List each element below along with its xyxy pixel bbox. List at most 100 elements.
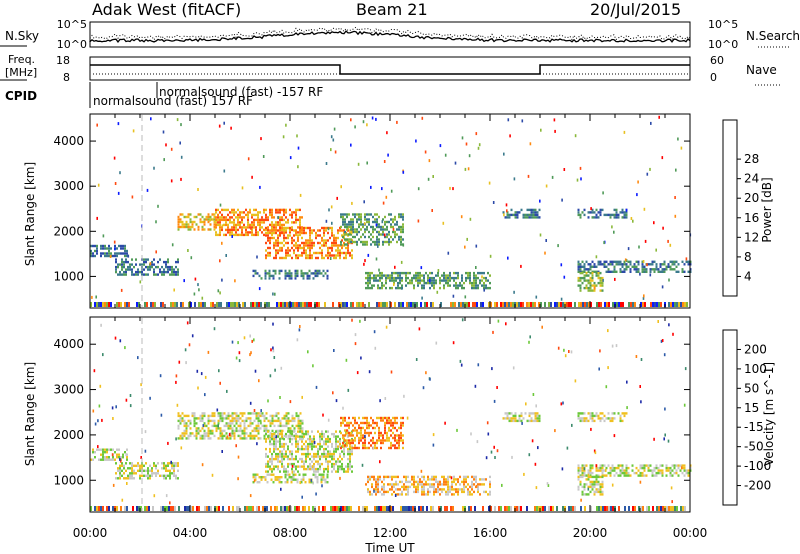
echo-cell [327,430,329,433]
echo-cell [475,286,477,290]
y-tick-label: 1000 [53,473,84,487]
echo-cell [356,371,359,375]
echo-cell [96,244,98,248]
echo-cell [680,466,683,470]
echo-cell [417,488,419,491]
echo-cell [281,218,283,222]
echo-cell [288,269,291,273]
echo-cell [417,274,419,277]
echo-cell [595,414,598,418]
echo-cell [550,302,552,307]
echo-cell [121,474,123,477]
echo-cell [397,286,399,290]
echo-cell [297,146,300,150]
echo-cell [473,284,475,287]
echo-cell [585,493,588,496]
echo-cell [163,260,165,264]
echo-cell [583,270,586,273]
echo-cell [275,226,277,229]
echo-cell [313,455,315,458]
x-tick-label: 00:00 [673,526,708,540]
echo-cell [625,211,628,214]
echo-cell [443,480,445,484]
echo-cell [290,272,293,275]
echo-cell [452,302,454,307]
echo-cell [265,226,267,230]
echo-cell [449,271,451,275]
echo-cell [104,302,106,307]
echo-cell [110,302,112,307]
echo-cell [253,434,256,438]
echo-cell [471,483,473,486]
echo-cell [483,284,485,287]
echo-cell [289,419,292,423]
echo-cell [261,226,263,229]
echo-cell [520,264,522,268]
echo-cell [514,213,517,217]
echo-cell [271,457,273,461]
echo-cell [396,439,398,442]
echo-cell [136,302,138,307]
echo-cell [595,208,598,212]
echo-cell [595,474,598,477]
echo-cell [249,419,252,423]
echo-cell [161,462,163,465]
echo-cell [668,302,670,307]
echo-cell [613,216,616,219]
echo-cell [123,464,125,467]
echo-cell [231,208,233,212]
echo-cell [332,391,334,395]
echo-cell [645,474,648,477]
echo-cell [201,427,204,430]
echo-cell [379,399,381,403]
echo-cell [316,478,319,481]
echo-cell [287,249,289,252]
echo-cell [358,223,360,226]
echo-cell [516,213,519,217]
echo-cell [140,383,142,387]
echo-cell [283,447,285,451]
echo-cell [368,235,370,239]
echo-cell [413,276,415,280]
echo-cell [286,274,289,278]
echo-cell [308,506,310,511]
echo-cell [229,211,231,214]
echo-cell [247,223,249,227]
echo-cell [241,231,243,234]
echo-cell [608,302,610,307]
echo-cell [362,240,364,244]
echo-cell [219,434,222,438]
echo-cell [681,260,684,263]
echo-cell [335,254,337,257]
echo-cell [589,475,592,479]
echo-cell [352,240,354,244]
echo-cell [644,239,647,243]
echo-cell [100,244,102,248]
echo-cell [273,356,276,359]
echo-cell [386,225,388,229]
echo-cell [532,211,535,214]
echo-cell [239,427,242,430]
echo-cell [161,474,163,477]
echo-cell [282,135,285,139]
echo-cell [407,490,409,494]
echo-cell [197,228,200,231]
echo-cell [275,430,277,433]
echo-cell [257,412,260,415]
echo-cell [227,228,229,232]
echo-cell [398,439,400,442]
echo-cell [333,239,335,242]
echo-cell [342,215,344,219]
echo-cell [217,216,219,219]
echo-cell [349,254,351,257]
echo-cell [337,236,339,240]
echo-cell [346,223,348,226]
echo-cell [601,263,604,266]
echo-cell [113,156,116,160]
echo-cell [277,430,279,433]
echo-cell [465,276,467,280]
echo-cell [342,436,344,440]
echo-cell [327,227,330,231]
echo-cell [284,274,287,278]
echo-cell [352,218,354,221]
